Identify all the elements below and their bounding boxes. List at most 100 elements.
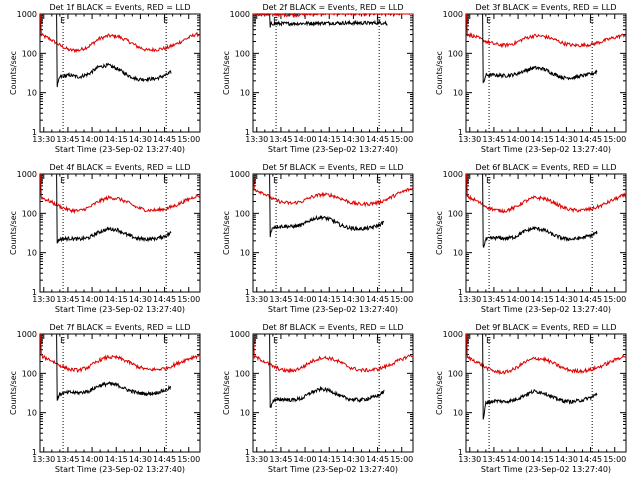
x-tick-label: 14:00	[81, 135, 104, 144]
panel-title: Det 1f BLACK = Events, RED = LLD	[49, 3, 190, 12]
time-marker-label: E	[486, 16, 491, 25]
x-axis-label: Start Time (23-Sep-02 13:27:40)	[481, 305, 611, 314]
y-tick-label: 1	[32, 448, 37, 457]
y-tick-label: 100	[448, 369, 463, 378]
y-axis-label: Counts/sec	[222, 211, 231, 255]
time-marker-label: E	[486, 176, 491, 185]
x-tick-label: 14:30	[342, 295, 365, 304]
y-tick-label: 10	[453, 249, 463, 258]
series-line-lld	[40, 333, 201, 374]
x-axis-label: Start Time (23-Sep-02 13:27:40)	[55, 465, 185, 474]
time-marker-label: E	[589, 16, 594, 25]
panel-title: Det 3f BLACK = Events, RED = LLD	[475, 3, 616, 12]
x-tick-label: 14:30	[129, 295, 152, 304]
y-tick-label: 1000	[443, 330, 463, 339]
x-tick-label: 15:00	[603, 295, 626, 304]
time-marker-label: E	[163, 16, 168, 25]
x-tick-label: 14:30	[555, 295, 578, 304]
detector-panel-2: Det 2f BLACK = Events, RED = LLD 1 10 100 10…	[222, 3, 414, 154]
y-tick-label: 100	[448, 49, 463, 58]
time-marker-label: E	[486, 336, 491, 345]
y-tick-label: 100	[22, 49, 37, 58]
x-tick-label: 15:00	[177, 295, 200, 304]
x-tick-label: 13:45	[269, 295, 292, 304]
time-marker-label: E	[273, 176, 278, 185]
y-tick-label: 1000	[17, 330, 37, 339]
series-line-events	[56, 13, 172, 88]
x-tick-label: 13:45	[269, 135, 292, 144]
y-axis-label: Counts/sec	[435, 371, 444, 415]
x-tick-label: 14:15	[105, 455, 128, 464]
x-tick-label: 15:00	[177, 455, 200, 464]
series-line-lld	[40, 13, 201, 54]
x-tick-label: 13:45	[482, 135, 505, 144]
x-tick-label: 15:00	[390, 455, 413, 464]
x-tick-label: 14:30	[129, 455, 152, 464]
x-tick-label: 13:30	[245, 295, 268, 304]
x-tick-label: 14:45	[153, 295, 176, 304]
y-tick-label: 1	[32, 128, 37, 137]
y-tick-label: 1000	[230, 170, 250, 179]
time-marker-label: E	[273, 16, 278, 25]
y-axis-label: Counts/sec	[222, 51, 231, 95]
plot-frame	[39, 333, 201, 453]
x-tick-label: 15:00	[603, 455, 626, 464]
series-line-lld	[253, 12, 413, 19]
x-axis-label: Start Time (23-Sep-02 13:27:40)	[268, 305, 398, 314]
y-axis-label: Counts/sec	[435, 51, 444, 95]
x-tick-label: 14:45	[579, 455, 602, 464]
time-marker-label: E	[60, 176, 65, 185]
y-tick-label: 1	[245, 128, 250, 137]
x-tick-label: 14:30	[129, 135, 152, 144]
x-tick-label: 13:30	[245, 135, 268, 144]
x-tick-label: 14:15	[105, 135, 128, 144]
x-tick-label: 14:00	[507, 135, 530, 144]
x-tick-label: 13:30	[32, 295, 55, 304]
x-tick-label: 13:30	[458, 455, 481, 464]
x-tick-label: 14:00	[294, 295, 317, 304]
y-tick-label: 100	[22, 209, 37, 218]
detector-panel-6: Det 6f BLACK = Events, RED = LLD 1 10 100 10…	[435, 163, 627, 314]
x-tick-label: 13:45	[482, 455, 505, 464]
series-line-lld	[253, 173, 414, 208]
plot-frame	[252, 333, 414, 453]
detector-panel-1: Det 1f BLACK = Events, RED = LLD 1 10 100 10…	[9, 3, 201, 154]
series-line-events	[269, 173, 385, 238]
plot-frame	[39, 13, 201, 133]
time-marker-label: E	[163, 336, 168, 345]
panel-title: Det 4f BLACK = Events, RED = LLD	[49, 163, 190, 172]
x-axis-label: Start Time (23-Sep-02 13:27:40)	[55, 305, 185, 314]
x-tick-label: 14:00	[81, 455, 104, 464]
series-line-events	[482, 173, 598, 249]
y-tick-label: 100	[235, 49, 250, 58]
plot-frame	[252, 173, 414, 293]
y-tick-label: 100	[235, 369, 250, 378]
y-tick-label: 10	[240, 409, 250, 418]
y-tick-label: 1	[245, 288, 250, 297]
series-line-events	[269, 13, 388, 28]
x-tick-label: 15:00	[390, 295, 413, 304]
time-marker-label: E	[273, 336, 278, 345]
plot-frame	[39, 173, 201, 293]
x-tick-label: 15:00	[390, 135, 413, 144]
y-tick-label: 1000	[443, 10, 463, 19]
x-tick-label: 14:30	[342, 455, 365, 464]
x-tick-label: 13:45	[269, 455, 292, 464]
plot-frame	[252, 13, 414, 133]
y-tick-label: 1000	[230, 10, 250, 19]
series-line-events	[482, 333, 598, 420]
x-axis-label: Start Time (23-Sep-02 13:27:40)	[55, 145, 185, 154]
x-axis-label: Start Time (23-Sep-02 13:27:40)	[481, 465, 611, 474]
y-tick-label: 1000	[17, 170, 37, 179]
series-line-events	[482, 13, 598, 84]
series-line-lld	[253, 333, 414, 374]
x-tick-label: 14:00	[81, 295, 104, 304]
x-tick-label: 13:30	[32, 135, 55, 144]
y-tick-label: 100	[235, 209, 250, 218]
x-tick-label: 14:00	[507, 295, 530, 304]
x-tick-label: 13:30	[458, 295, 481, 304]
y-tick-label: 10	[240, 89, 250, 98]
y-tick-label: 100	[22, 369, 37, 378]
x-tick-label: 14:00	[294, 135, 317, 144]
